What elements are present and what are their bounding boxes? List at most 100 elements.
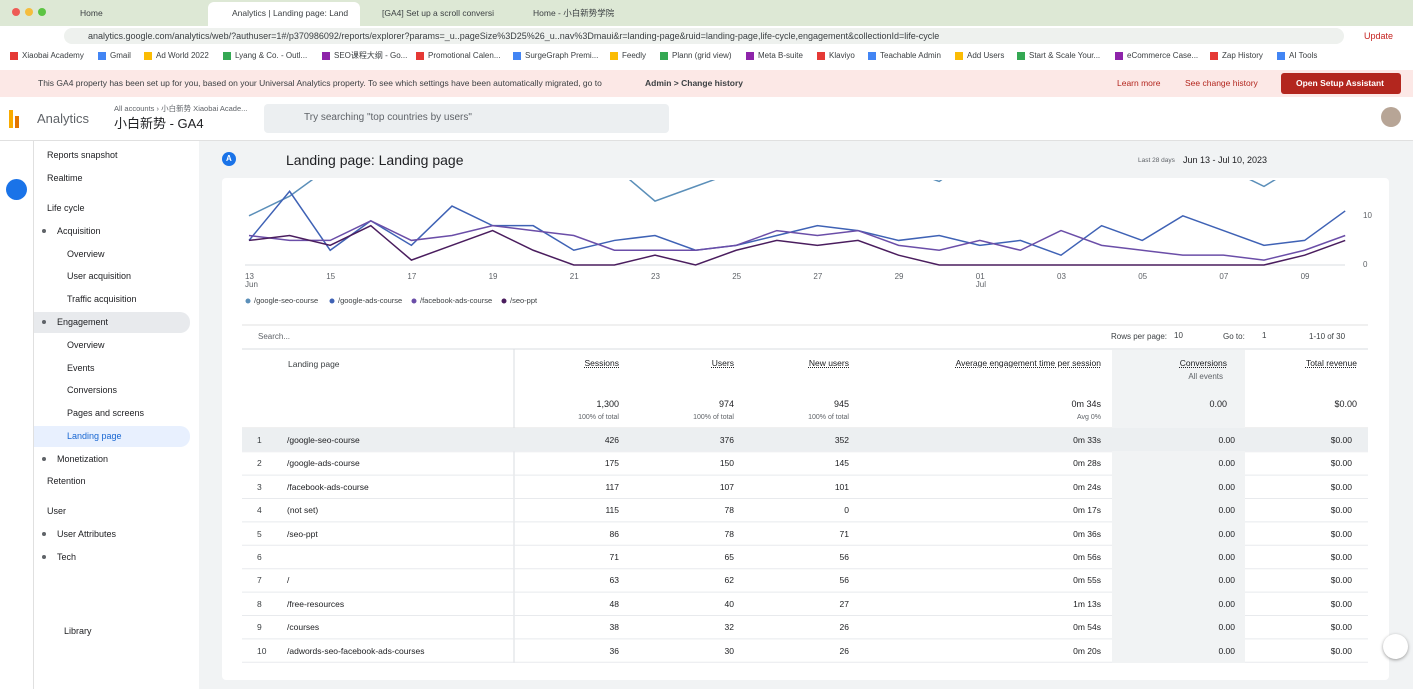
- x-tick-label: 27: [813, 272, 823, 281]
- column-header[interactable]: Average engagement time per session: [955, 358, 1101, 368]
- date-range[interactable]: Jun 13 - Jul 10, 2023: [1183, 155, 1268, 165]
- bookmark[interactable]: Klaviyo: [829, 51, 855, 60]
- nav-item[interactable]: Monetization: [57, 454, 109, 464]
- bookmark[interactable]: Start & Scale Your...: [1029, 51, 1101, 60]
- bookmark[interactable]: SurgeGraph Premi...: [525, 51, 599, 60]
- bookmark[interactable]: Ad World 2022: [156, 51, 209, 60]
- bookmark-icon: [955, 52, 963, 60]
- column-header[interactable]: New users: [808, 358, 849, 368]
- app-name: Analytics: [37, 111, 90, 126]
- bookmark[interactable]: Lyang & Co. - Outl...: [235, 51, 308, 60]
- window-close[interactable]: [12, 8, 20, 16]
- tab[interactable]: [GA4] Set up a scroll conversi: [382, 8, 494, 18]
- bookmark[interactable]: Zap History: [1222, 51, 1263, 60]
- nav-item[interactable]: Library: [64, 626, 92, 636]
- nav-item[interactable]: Engagement: [57, 317, 109, 327]
- tab[interactable]: Home: [80, 8, 103, 18]
- bookmark-icon: [817, 52, 825, 60]
- goto-input[interactable]: 1: [1262, 331, 1267, 340]
- metric-cell: 175: [604, 458, 619, 469]
- series-line: [248, 224, 1346, 266]
- nav-item[interactable]: Overview: [67, 249, 105, 259]
- column-header[interactable]: Sessions: [584, 358, 620, 368]
- nav-caret: [42, 532, 46, 536]
- nav-item[interactable]: Conversions: [67, 385, 118, 395]
- avatar[interactable]: [1381, 107, 1401, 127]
- nav-item[interactable]: Tech: [57, 552, 77, 562]
- property-name[interactable]: 小白新势 - GA4: [114, 116, 204, 131]
- metric-cell: 352: [834, 435, 849, 445]
- comparison-chip[interactable]: [222, 152, 236, 166]
- nav-selected-group: [34, 312, 190, 333]
- metric-cell: 0m 36s: [1073, 528, 1101, 539]
- total-value: 945: [833, 399, 849, 409]
- bookmark[interactable]: Feedly: [622, 51, 647, 60]
- row-highlight: [242, 428, 1368, 451]
- nav-item[interactable]: User: [47, 506, 67, 516]
- bookmark[interactable]: Gmail: [110, 51, 131, 60]
- bookmark[interactable]: eCommerce Case...: [1127, 51, 1199, 60]
- row-index: 7: [257, 575, 262, 586]
- window-minimize[interactable]: [25, 8, 33, 16]
- bookmark[interactable]: Plann (grid view): [672, 51, 732, 60]
- metric-cell: 150: [719, 458, 734, 469]
- address-bar[interactable]: [64, 28, 1344, 44]
- metric-cell: 86: [609, 528, 619, 539]
- metric-cell: 56: [839, 575, 849, 586]
- nav-item[interactable]: Realtime: [47, 173, 83, 183]
- conversions-filter[interactable]: All events: [1188, 372, 1223, 381]
- report-title: Landing page: Landing page: [286, 152, 464, 168]
- bookmark-icon: [513, 52, 521, 60]
- bookmark[interactable]: SEO课程大纲 - Go...: [334, 51, 408, 60]
- banner-link[interactable]: Admin > Change history: [645, 78, 743, 88]
- update-button[interactable]: Update: [1364, 31, 1394, 41]
- nav-item[interactable]: Traffic acquisition: [67, 294, 137, 304]
- metric-cell: 145: [834, 458, 849, 469]
- reports-icon[interactable]: [6, 179, 27, 200]
- nav-item[interactable]: Acquisition: [57, 226, 101, 236]
- bookmark[interactable]: AI Tools: [1289, 51, 1318, 60]
- metric-cell: 0.00: [1218, 575, 1235, 586]
- row-index: 4: [257, 505, 262, 516]
- bookmark[interactable]: Xiaobai Academy: [22, 51, 84, 60]
- column-header[interactable]: Users: [711, 358, 734, 368]
- metric-cell: 0m 20s: [1073, 645, 1101, 656]
- search-placeholder[interactable]: Try searching "top countries by users": [304, 112, 472, 123]
- tab[interactable]: Analytics | Landing page: Land: [232, 8, 349, 18]
- open-setup-assistant[interactable]: Open Setup Assistant: [1296, 78, 1385, 88]
- bookmark[interactable]: Meta B-suite: [758, 51, 803, 60]
- landing-page-cell: /adwords-seo-facebook-ads-courses: [287, 645, 425, 656]
- nav-item[interactable]: Landing page: [67, 431, 122, 441]
- see-change-history[interactable]: See change history: [1185, 78, 1258, 88]
- nav-item[interactable]: Events: [67, 363, 95, 373]
- rows-per-page[interactable]: 10: [1174, 331, 1183, 340]
- column-header[interactable]: Conversions: [1179, 358, 1227, 368]
- search-box[interactable]: [264, 104, 669, 133]
- nav-item[interactable]: Retention: [47, 476, 86, 486]
- metric-cell: $0.00: [1330, 505, 1352, 516]
- tab[interactable]: Home - 小白新势学院: [533, 8, 615, 18]
- bookmark[interactable]: Add Users: [967, 51, 1005, 60]
- column-header[interactable]: Total revenue: [1305, 358, 1357, 368]
- metric-cell: 62: [724, 575, 734, 586]
- nav-item[interactable]: Life cycle: [47, 203, 85, 213]
- breadcrumb[interactable]: All accounts › 小白新势 Xiaobai Acade...: [114, 104, 248, 113]
- metric-cell: 101: [834, 481, 849, 492]
- learn-more[interactable]: Learn more: [1117, 78, 1161, 88]
- metric-cell: $0.00: [1330, 481, 1352, 492]
- bookmark[interactable]: Promotional Calen...: [428, 51, 501, 60]
- nav-item[interactable]: Pages and screens: [67, 408, 145, 418]
- bookmark[interactable]: Teachable Admin: [880, 51, 941, 60]
- bookmark-icon: [1017, 52, 1025, 60]
- metric-cell: $0.00: [1330, 598, 1352, 609]
- metric-cell: 32: [724, 622, 734, 633]
- setup-button[interactable]: [1281, 73, 1401, 94]
- metric-cell: 26: [839, 622, 849, 633]
- feedback-button[interactable]: [1383, 634, 1408, 659]
- nav-item[interactable]: User Attributes: [57, 529, 117, 539]
- nav-item[interactable]: User acquisition: [67, 271, 132, 281]
- window-zoom[interactable]: [38, 8, 46, 16]
- table-search[interactable]: Search...: [258, 332, 291, 341]
- nav-item[interactable]: Overview: [67, 340, 105, 350]
- nav-item[interactable]: Reports snapshot: [47, 150, 118, 160]
